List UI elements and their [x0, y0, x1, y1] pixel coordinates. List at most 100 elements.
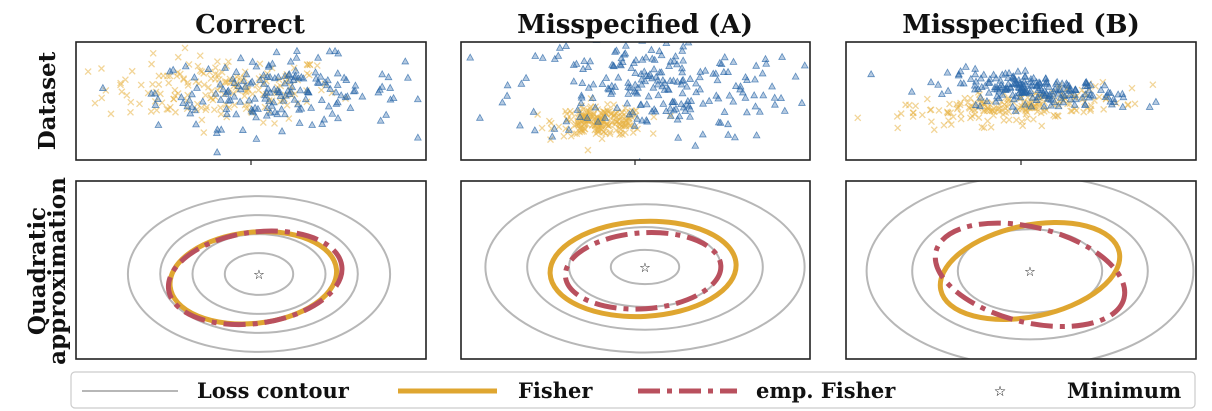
scatter-point-triangle	[758, 69, 767, 77]
scatter-point-triangle	[666, 76, 675, 84]
scatter-point-triangle	[678, 46, 687, 54]
scatter-point-x	[1037, 109, 1045, 117]
scatter-point-triangle	[778, 52, 787, 60]
scatter-point-triangle	[645, 70, 654, 78]
scatter-point-triangle	[1054, 89, 1063, 97]
scatter-point-triangle	[317, 95, 326, 104]
legend: ☆ Loss contour Fisher emp. Fisher Minimu…	[70, 371, 1196, 409]
scatter-point-x	[149, 80, 156, 88]
scatter-point-x	[196, 67, 204, 75]
scatter-point-x	[999, 110, 1007, 118]
scatter-point-triangle	[569, 77, 578, 85]
scatter-point-triangle	[770, 93, 779, 101]
scatter-point-x	[1033, 108, 1041, 116]
scatter-point-triangle	[691, 141, 700, 149]
scatter-point-x	[927, 118, 935, 126]
scatter-point-triangle	[280, 109, 289, 118]
scatter-point-triangle	[650, 65, 659, 73]
scatter-point-x	[172, 108, 179, 116]
scatter-point-triangle	[154, 120, 163, 128]
scatter-point-triangle	[277, 105, 286, 113]
scatter-point-x	[1091, 82, 1099, 90]
scatter-point-triangle	[221, 89, 230, 97]
scatter-point-triangle	[800, 61, 809, 69]
scatter-point-triangle	[295, 105, 304, 113]
row-label-dataset: Dataset	[34, 51, 61, 150]
scatter-point-x	[974, 104, 982, 112]
scatter-point-triangle	[271, 107, 280, 115]
scatter-point-triangle	[762, 59, 771, 67]
scatter-point-x	[990, 104, 998, 112]
scatter-point-x	[1083, 104, 1091, 112]
scatter-point-triangle	[614, 73, 623, 81]
emp-fisher-ellipse	[165, 228, 345, 328]
scatter-point-triangle	[602, 73, 611, 81]
scatter-point-triangle	[678, 64, 686, 72]
scatter-point-x	[209, 96, 217, 104]
scatter-point-triangle	[736, 85, 745, 93]
scatter-point-triangle	[1071, 85, 1080, 93]
scatter-point-triangle	[447, 94, 454, 100]
scatter-point-x	[200, 81, 208, 89]
scatter-point-triangle	[813, 71, 820, 77]
scatter-point-triangle	[617, 54, 626, 62]
scatter-point-triangle	[716, 118, 725, 126]
scatter-point-triangle	[252, 62, 261, 70]
scatter-point-triangle	[332, 99, 341, 107]
scatter-point-x	[990, 111, 997, 119]
dataset-panel-correct	[75, 41, 454, 165]
scatter-point-triangle	[316, 72, 325, 80]
scatter-point-x	[303, 61, 311, 68]
scatter-point-triangle	[699, 99, 708, 107]
loss-contour-line	[126, 195, 392, 353]
scatter-point-triangle	[591, 103, 600, 111]
scatter-point-triangle	[1081, 100, 1090, 108]
scatter-point-triangle	[1088, 91, 1097, 99]
scatter-point-x	[966, 114, 974, 122]
scatter-point-triangle	[701, 66, 710, 74]
scatter-point-x	[241, 92, 249, 100]
scatter-point-x	[604, 100, 612, 108]
scatter-point-x	[953, 105, 961, 113]
scatter-point-triangle	[743, 75, 752, 84]
scatter-point-triangle	[375, 85, 384, 93]
scatter-point-x	[538, 124, 546, 132]
scatter-point-triangle	[644, 92, 653, 100]
scatter-point-triangle	[550, 124, 559, 132]
fisher-ellipse	[547, 218, 739, 320]
scatter-point-triangle	[990, 84, 999, 93]
scatter-point-triangle	[187, 90, 196, 98]
scatter-point-triangle	[768, 82, 777, 90]
scatter-point-x	[893, 112, 901, 120]
scatter-point-triangle	[705, 96, 714, 104]
scatter-point-x	[650, 113, 658, 121]
loss-contour-line	[609, 248, 681, 286]
scatter-point-triangle	[297, 72, 306, 81]
scatter-point-triangle	[285, 89, 294, 97]
scatter-point-x	[158, 99, 166, 107]
scatter-point-triangle	[713, 75, 722, 84]
scatter-point-triangle	[867, 69, 876, 78]
scatter-point-x	[194, 62, 202, 70]
scatter-point-x	[592, 130, 600, 138]
scatter-point-triangle	[273, 86, 282, 94]
scatter-point-triangle	[655, 46, 664, 55]
scatter-point-triangle	[475, 113, 484, 121]
scatter-point-triangle	[975, 101, 984, 110]
scatter-point-x	[567, 116, 575, 123]
scatter-point-x	[1128, 84, 1136, 92]
scatter-point-x	[1067, 107, 1075, 115]
scatter-point-triangle	[1014, 75, 1023, 84]
scatter-point-triangle	[1021, 88, 1030, 96]
scatter-point-triangle	[615, 60, 624, 68]
scatter-point-triangle	[538, 53, 547, 61]
scatter-point-triangle	[273, 109, 282, 118]
scatter-point-triangle	[550, 54, 559, 62]
scatter-point-triangle	[621, 42, 630, 49]
scatter-point-x	[128, 67, 136, 75]
scatter-point-triangle	[1027, 102, 1036, 110]
scatter-point-triangle	[729, 57, 738, 65]
scatter-point-triangle	[583, 113, 592, 121]
scatter-point-triangle	[190, 73, 199, 81]
scatter-point-x	[599, 128, 607, 136]
